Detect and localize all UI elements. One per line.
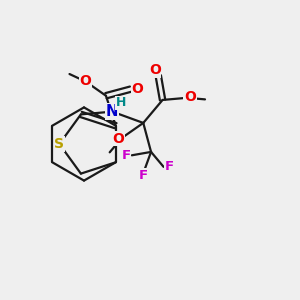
Text: O: O: [112, 132, 124, 146]
Text: F: F: [165, 160, 174, 173]
Text: F: F: [138, 169, 147, 182]
Text: N: N: [106, 104, 118, 119]
Text: S: S: [54, 137, 64, 151]
Text: O: O: [131, 82, 143, 95]
Text: F: F: [121, 149, 130, 162]
Text: O: O: [149, 63, 161, 77]
Text: H: H: [116, 96, 127, 109]
Text: O: O: [184, 90, 196, 104]
Text: O: O: [79, 74, 91, 88]
